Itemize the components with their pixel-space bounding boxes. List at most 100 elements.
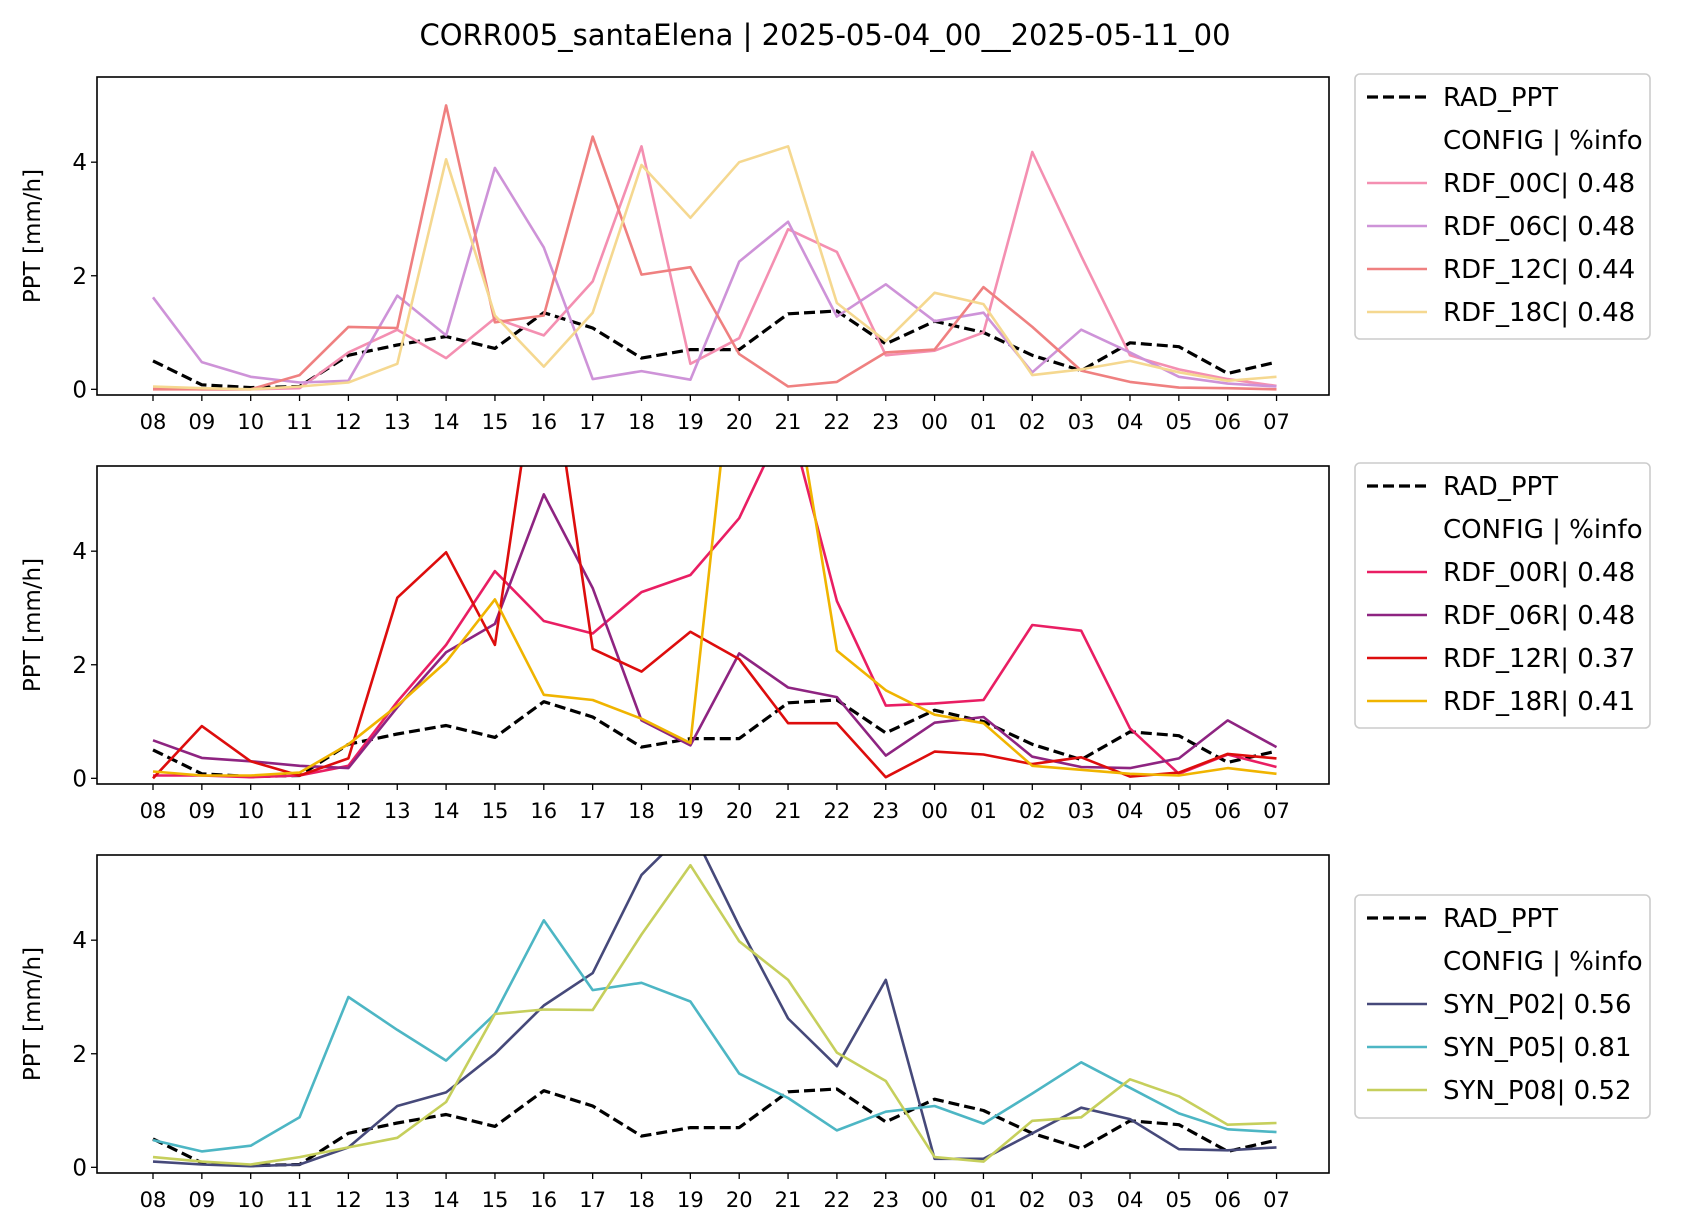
x-tick-label: 18 [628,410,655,434]
series-line-rdf-06r [152,493,1278,770]
x-tick-label: 10 [237,410,264,434]
x-tick-label: 15 [482,410,509,434]
x-tick-label: 01 [970,410,997,434]
x-tick-label: 20 [726,1188,753,1212]
legend-config-header: CONFIG | %info [1443,126,1643,156]
series-line-rdf-18r [152,466,1277,777]
x-tick-label: 14 [433,799,460,823]
x-tick-label: 16 [530,799,557,823]
y-tick-label: 4 [72,150,87,176]
x-tick-label: 19 [677,410,704,434]
x-tick-label: 06 [1214,799,1241,823]
plot-area-3 [152,855,1277,1168]
series-line-rdf-00r [153,466,1277,779]
x-tick-label: 00 [921,799,948,823]
x-tick-label: 06 [1214,410,1241,434]
y-tick-label: 4 [72,928,87,954]
legend-1: RAD_PPT CONFIG | %info RDF_00C| 0.48 RDF_06… [1354,73,1651,340]
legend-label: SYN_P05| 0.81 [1443,1033,1632,1063]
x-tick-label: 23 [872,1188,899,1212]
y-axis-1: 0 2 4 [72,150,97,403]
axes-frame-3 [96,854,1330,1174]
legend-label: SYN_P02| 0.56 [1443,990,1632,1020]
legend-config-header: CONFIG | %info [1443,515,1643,545]
legend-box-3 [1354,894,1651,1119]
legend-box-2 [1354,462,1651,729]
x-tick-label: 10 [237,1188,264,1212]
legend-2: RAD_PPT CONFIG | %info RDF_00R| 0.48 RDF_06… [1354,462,1651,729]
legend-entries-3: RAD_PPT CONFIG | %info SYN_P02| 0.56 SYN_P0… [1367,904,1643,1106]
x-tick-label: 18 [628,799,655,823]
x-tick-label: 11 [286,799,313,823]
x-tick-label: 09 [188,799,215,823]
plot-area-1 [151,104,1277,391]
legend-label: RDF_18R| 0.41 [1443,687,1635,717]
x-tick-label: 23 [872,410,899,434]
series-line-rad-ppt [152,1087,1277,1168]
y-tick-label: 0 [72,766,87,792]
plot-area-2 [152,466,1278,780]
legend-config-header: CONFIG | %info [1443,947,1643,977]
x-tick-label: 15 [482,799,509,823]
x-tick-label: 02 [1019,1188,1046,1212]
x-tick-label: 14 [433,410,460,434]
x-tick-label: 13 [384,410,411,434]
legend-label: RAD_PPT [1443,472,1558,502]
legend-label: RDF_12C| 0.44 [1443,255,1635,285]
y-tick-label: 0 [72,377,87,403]
x-tick-label: 21 [775,410,802,434]
x-tick-label: 05 [1165,1188,1192,1212]
x-axis-3: 08 09 10 11 12 13 14 15 16 17 18 19 20 21 22 23 00 01 02 03… [140,1173,1290,1212]
legend-box-1 [1354,73,1651,340]
y-tick-label: 0 [72,1155,87,1181]
x-tick-label: 04 [1117,1188,1144,1212]
x-tick-label: 21 [775,799,802,823]
x-tick-label: 23 [872,799,899,823]
x-tick-label: 09 [188,1188,215,1212]
subplot-2: 08 09 10 11 12 13 14 15 16 17 18 19 20 21 22 23 00 01 02 03… [20,462,1651,823]
x-tick-label: 08 [140,410,167,434]
x-tick-label: 19 [677,799,704,823]
x-tick-label: 05 [1165,799,1192,823]
x-tick-label: 05 [1165,410,1192,434]
y-axis-label-3: PPT [mm/h] [20,947,46,1081]
x-tick-label: 14 [433,1188,460,1212]
x-tick-label: 03 [1068,1188,1095,1212]
legend-label: RDF_00C| 0.48 [1443,169,1635,199]
x-tick-label: 11 [286,410,313,434]
x-tick-label: 03 [1068,410,1095,434]
x-tick-label: 17 [579,799,606,823]
y-tick-label: 2 [72,264,87,290]
x-axis-1: 08 09 10 11 12 13 14 15 16 17 18 19 20 21 22 23 00 01 02 03… [140,395,1290,434]
y-axis-label-1: PPT [mm/h] [20,169,46,303]
x-tick-label: 07 [1263,799,1290,823]
x-tick-label: 01 [970,799,997,823]
y-tick-label: 2 [72,653,87,679]
x-tick-label: 20 [726,410,753,434]
x-tick-label: 10 [237,799,264,823]
x-tick-label: 22 [824,799,851,823]
x-tick-label: 08 [140,799,167,823]
x-tick-label: 13 [384,1188,411,1212]
x-tick-label: 13 [384,799,411,823]
y-axis-label-2: PPT [mm/h] [20,558,46,692]
series-group-3 [152,855,1277,1168]
subplot-1: 08 09 10 11 12 13 14 15 16 17 18 19 20 21 22 23 00 01 02 03… [20,73,1651,434]
x-tick-label: 00 [921,410,948,434]
x-tick-label: 04 [1117,799,1144,823]
series-group-2 [152,466,1278,780]
series-line-rdf-06c [151,166,1277,388]
x-tick-label: 07 [1263,410,1290,434]
x-tick-label: 11 [286,1188,313,1212]
y-axis-3: 0 2 4 [72,928,97,1181]
series-line-rad-ppt [152,309,1277,390]
x-tick-label: 07 [1263,1188,1290,1212]
legend-label: RDF_00R| 0.48 [1443,558,1635,588]
legend-label: SYN_P08| 0.52 [1443,1076,1632,1106]
legend-label: RDF_06R| 0.48 [1443,601,1635,631]
x-tick-label: 00 [921,1188,948,1212]
legend-entries-1: RAD_PPT CONFIG | %info RDF_00C| 0.48 RDF_06… [1367,83,1643,328]
legend-label: RDF_12R| 0.37 [1443,644,1635,674]
x-tick-label: 12 [335,799,362,823]
subplot-3: 08 09 10 11 12 13 14 15 16 17 18 19 20 21 22 23 00 01 02 03… [20,854,1651,1212]
